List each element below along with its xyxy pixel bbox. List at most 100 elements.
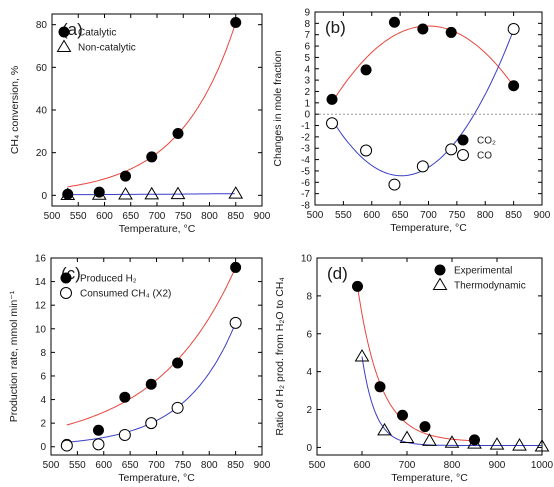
- x-tick-label: 900: [254, 211, 271, 222]
- data-point-series-2: [92, 438, 105, 451]
- x-tick-label: 500: [44, 211, 61, 222]
- x-tick-label: 650: [122, 211, 139, 222]
- y-tick-label: 40: [36, 106, 48, 117]
- legend-label-1: Produced H₂: [80, 274, 137, 285]
- y-tick-label: 6: [40, 371, 46, 382]
- y-tick-label: 4: [40, 395, 46, 406]
- y-axis-title: Changes in mole fraction: [272, 50, 284, 166]
- y-axis-title: CH₄ conversion, %: [9, 66, 21, 154]
- data-point-series-1: [326, 93, 338, 105]
- x-tick-label: 900: [254, 460, 271, 471]
- data-point-series-2: [507, 23, 520, 36]
- legend-label-2: CO: [477, 151, 492, 162]
- y-tick-label: 8: [40, 348, 46, 359]
- data-point-series-1: [120, 170, 131, 182]
- data-point-series-1: [360, 64, 372, 76]
- y-tick-label: 16: [35, 254, 47, 265]
- fit-curve-1: [331, 25, 513, 103]
- data-point-series-2: [422, 433, 437, 446]
- data-point-series-1: [172, 357, 184, 369]
- data-point-series-2: [326, 117, 339, 130]
- data-point-series-1: [374, 381, 386, 393]
- y-tick-label: -8: [301, 201, 310, 212]
- x-tick-label: 600: [95, 460, 112, 471]
- y-tick-label: 8: [304, 19, 310, 30]
- legend-label-2: Consumed CH₄ (X2): [80, 289, 171, 300]
- x-tick-label: 800: [201, 211, 218, 222]
- y-tick-label: 5: [304, 53, 310, 64]
- legend-marker-2: [432, 277, 448, 291]
- chart-panel-1: 500 550 600 650 700 750 800 850 900 0 20 40 60 80 Temp…: [9, 13, 271, 235]
- fit-curve-2: [361, 356, 542, 446]
- x-tick-label: 850: [227, 211, 244, 222]
- y-tick-label: -1: [301, 121, 310, 132]
- data-point-series-2: [360, 144, 373, 157]
- x-tick-label: 750: [175, 460, 192, 471]
- fit-curve-2: [67, 193, 235, 196]
- x-tick-label: 700: [420, 210, 437, 221]
- data-point-series-1: [92, 424, 104, 436]
- y-tick-label: 8: [306, 291, 312, 302]
- data-point-series-1: [417, 23, 429, 35]
- legend-label-2: Thermodynamic: [454, 281, 526, 292]
- x-axis-title: Temperature, °C: [119, 223, 196, 235]
- y-tick-label: 12: [35, 301, 47, 312]
- x-tick-label: 900: [534, 210, 551, 221]
- legend-marker-1: [434, 264, 446, 276]
- data-point-series-2: [512, 438, 527, 451]
- plot-frame: [316, 257, 543, 456]
- data-point-series-2: [118, 186, 133, 200]
- y-tick-label: -4: [301, 155, 310, 166]
- y-tick-label: -3: [301, 144, 310, 155]
- data-point-series-1: [352, 280, 363, 292]
- legend-marker-2: [56, 39, 72, 53]
- data-point-series-1: [93, 186, 105, 198]
- data-point-series-1: [119, 391, 131, 403]
- y-axis-title: Ratio of H₂ prod. from H₂O to CH₄: [274, 277, 286, 435]
- data-point-series-1: [62, 188, 74, 200]
- chart-panel-4: 500 600 700 800 900 1000 0 2 4 6 8 10 Temperature, °…: [274, 254, 554, 485]
- y-tick-label: 10: [301, 254, 313, 265]
- x-tick-label: 750: [175, 211, 192, 222]
- chart-panel-2: 500 550 600 650 700 750 800 850 900-8-7-6-5-4-3-…: [272, 8, 551, 235]
- data-point-series-1: [230, 261, 242, 273]
- x-tick-label: 750: [449, 210, 466, 221]
- data-point-series-2: [170, 186, 186, 200]
- y-tick-label: -2: [301, 132, 310, 143]
- data-point-series-2: [388, 178, 401, 191]
- data-point-series-1: [146, 151, 158, 163]
- data-point-series-2: [489, 437, 505, 450]
- x-tick-label: 700: [148, 460, 165, 471]
- data-point-series-2: [171, 401, 184, 414]
- data-point-series-2: [60, 439, 73, 452]
- x-tick-label: 900: [489, 460, 506, 471]
- legend-label-1: Catalytic: [78, 28, 116, 39]
- y-tick-label: 9: [304, 8, 310, 19]
- data-point-series-1: [145, 378, 157, 390]
- y-tick-label: 10: [35, 324, 47, 335]
- x-axis-title: Temperature, °C: [118, 472, 195, 484]
- data-point-series-2: [91, 187, 107, 200]
- x-tick-label: 600: [363, 210, 380, 221]
- chart-panel-3: 500 550 600 650 700 750 800 850 900 0 2 4 6 8 10 12 14 16…: [8, 254, 271, 485]
- y-tick-label: 6: [306, 329, 312, 340]
- x-tick-label: 500: [43, 460, 60, 471]
- y-tick-label: 20: [36, 148, 48, 159]
- data-point-series-2: [445, 143, 458, 156]
- x-tick-label: 850: [227, 460, 244, 471]
- x-tick-label: 500: [309, 460, 326, 471]
- data-point-series-2: [467, 436, 482, 449]
- y-tick-label: 80: [36, 20, 48, 31]
- legend-marker-1: [58, 26, 70, 38]
- panel-label: (b): [325, 18, 346, 37]
- x-tick-label: 550: [70, 211, 87, 222]
- data-point-series-2: [534, 438, 550, 452]
- y-tick-label: 14: [35, 277, 47, 288]
- y-tick-label: 2: [304, 87, 310, 98]
- y-tick-label: -5: [301, 166, 310, 177]
- plot-frame: [314, 11, 543, 206]
- x-tick-label: 550: [69, 460, 86, 471]
- data-point-series-2: [229, 316, 242, 329]
- legend-marker-2: [60, 287, 72, 299]
- legend-label-1: Experimental: [454, 266, 512, 277]
